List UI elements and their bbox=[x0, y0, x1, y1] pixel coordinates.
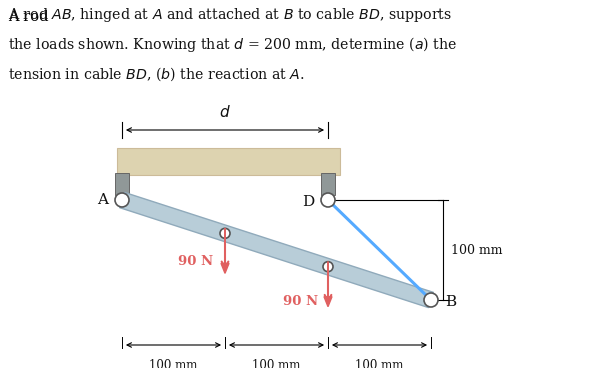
Text: D: D bbox=[302, 195, 314, 209]
Text: 90 N: 90 N bbox=[178, 255, 213, 268]
FancyArrow shape bbox=[221, 228, 229, 273]
Text: B: B bbox=[445, 295, 456, 309]
Text: A rod: A rod bbox=[8, 10, 53, 24]
Bar bbox=[115, 173, 129, 195]
Text: 100 mm: 100 mm bbox=[150, 359, 198, 368]
Circle shape bbox=[323, 262, 333, 272]
Circle shape bbox=[424, 293, 438, 307]
FancyArrow shape bbox=[324, 262, 332, 307]
Circle shape bbox=[321, 193, 335, 207]
Text: $d$: $d$ bbox=[219, 104, 231, 120]
Bar bbox=[321, 173, 335, 195]
Text: the loads shown. Knowing that $d$ = 200 mm, determine ($a$) the: the loads shown. Knowing that $d$ = 200 … bbox=[8, 35, 457, 54]
Text: 100 mm: 100 mm bbox=[355, 359, 403, 368]
Text: A rod $AB$, hinged at $A$ and attached at $B$ to cable $BD$, supports: A rod $AB$, hinged at $A$ and attached a… bbox=[8, 6, 452, 24]
Text: 100 mm: 100 mm bbox=[252, 359, 301, 368]
Circle shape bbox=[220, 228, 230, 238]
Text: A: A bbox=[97, 193, 108, 207]
Bar bbox=[117, 148, 340, 175]
Circle shape bbox=[115, 193, 129, 207]
Text: 90 N: 90 N bbox=[283, 295, 318, 308]
Text: tension in cable $BD$, ($b$) the reaction at $A$.: tension in cable $BD$, ($b$) the reactio… bbox=[8, 66, 305, 83]
Polygon shape bbox=[120, 192, 433, 308]
Text: 100 mm: 100 mm bbox=[451, 244, 502, 256]
